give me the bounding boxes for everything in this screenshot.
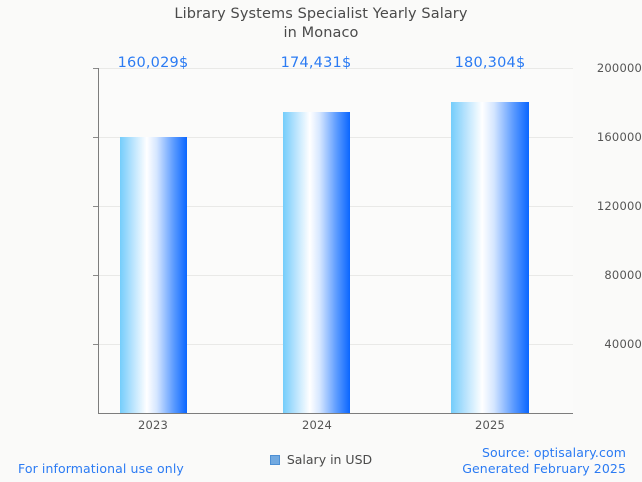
y-tick-mark-160000 [93, 137, 98, 138]
bar-2023[interactable] [120, 137, 187, 413]
gridline-200000 [98, 68, 573, 69]
y-tick-mark-200000 [93, 68, 98, 69]
y-axis-label-120000: 120000 [596, 199, 642, 213]
bar-2025[interactable] [451, 101, 529, 413]
y-tick-mark-120000 [93, 206, 98, 207]
footer-generated-line: Generated February 2025 [462, 461, 626, 476]
chart-title-line-1: Library Systems Specialist Yearly Salary [174, 6, 468, 22]
x-axis-line [98, 413, 573, 414]
bar-value-2024: 174,431$ [280, 55, 352, 71]
legend-label-salary-in-usd[interactable]: Salary in USD [286, 452, 373, 467]
bar-2024[interactable] [283, 112, 350, 413]
x-axis-label-2025: 2025 [474, 418, 506, 432]
bar-value-2023: 160,029$ [117, 55, 189, 71]
y-axis-label-80000: 80000 [604, 268, 642, 282]
footer-source: Source: optisalary.com Generated Februar… [462, 445, 626, 477]
legend-swatch-salary-in-usd [269, 454, 280, 465]
chart-legend: Salary in USD [0, 452, 642, 467]
x-axis-label-2023: 2023 [137, 418, 169, 432]
y-tick-mark-80000 [93, 275, 98, 276]
footer-source-line: Source: optisalary.com [481, 445, 626, 460]
chart-title-line-2: in Monaco [283, 25, 359, 41]
chart-title: Library Systems Specialist Yearly Salary… [0, 5, 642, 43]
y-axis-line [98, 68, 99, 414]
y-axis-label-200000: 200000 [596, 61, 642, 75]
y-axis-label-160000: 160000 [596, 130, 642, 144]
footer-disclaimer: For informational use only [18, 461, 184, 476]
bar-value-2025: 180,304$ [454, 55, 526, 71]
y-tick-mark-40000 [93, 344, 98, 345]
x-axis-label-2024: 2024 [301, 418, 333, 432]
y-axis-label-40000: 40000 [604, 337, 642, 351]
